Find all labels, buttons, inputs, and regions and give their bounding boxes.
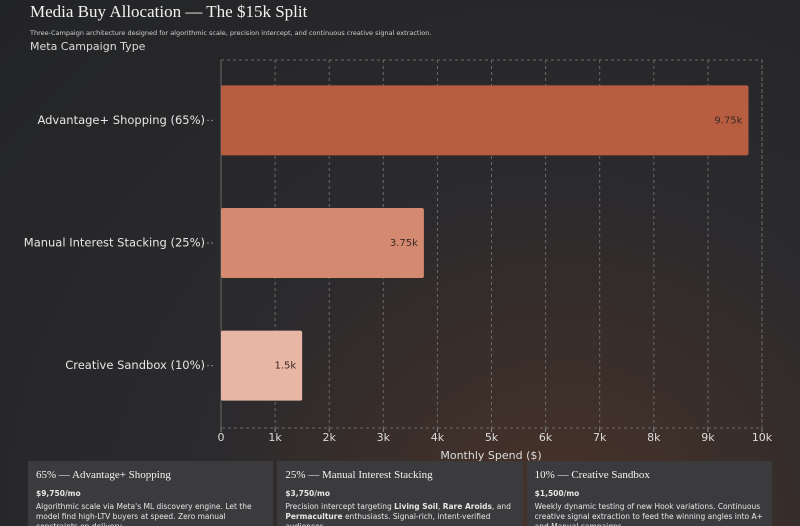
card-desc: Algorithmic scale via Meta's ML discover…: [36, 502, 265, 526]
bar: [221, 85, 749, 156]
text-run: Weekly dynamic testing of new Hook varia…: [534, 501, 763, 526]
text-run: Precision intercept targeting: [285, 501, 395, 511]
card: 10% — Creative Sandbox $1,500/mo Weekly dy…: [526, 461, 772, 526]
text-run: enthusiasts. Signal-rich, intent-verifie…: [285, 512, 491, 526]
value-label: 9.75k: [714, 115, 742, 126]
x-tick-label: 7k: [593, 431, 607, 444]
card-price: $9,750/mo: [36, 488, 81, 498]
cards: 65% — Advantage+ Shopping $9,750/mo Algori…: [28, 461, 772, 526]
x-tick-label: 1k: [268, 431, 282, 444]
y-axis-title: Meta Campaign Type: [30, 40, 146, 53]
x-tick-label: 9k: [701, 431, 715, 444]
text-run: Living Soil: [394, 501, 438, 511]
x-axis-title: Monthly Spend ($): [440, 449, 541, 461]
x-tick-label: 10k: [752, 431, 773, 444]
y-tick-label: Advantage+ Shopping (65%): [37, 113, 205, 127]
card-title: 65% — Advantage+ Shopping: [36, 469, 171, 481]
card-price: $1,500/mo: [534, 488, 580, 498]
x-tick-label: 6k: [539, 431, 553, 444]
card-title: 25% — Manual Interest Stacking: [285, 469, 433, 481]
text-run: ,: [437, 501, 443, 511]
card-price: $3,750/mo: [285, 488, 330, 498]
bar: [221, 330, 303, 401]
card-title: 10% — Creative Sandbox: [534, 469, 650, 481]
card-desc: Weekly dynamic testing of new Hook varia…: [535, 502, 764, 526]
y-tick-label: Creative Sandbox (10%): [65, 358, 205, 372]
chart-subtitle: Three-Campaign architecture designed for…: [29, 29, 431, 37]
card-desc: Precision intercept targeting Living Soi…: [285, 502, 514, 526]
x-tick-label: 8k: [647, 431, 661, 444]
chart-title: Media Buy Allocation — The $15k Split: [30, 2, 308, 21]
value-label: 3.75k: [390, 238, 418, 249]
x-tick-label: 4k: [431, 431, 445, 444]
text-run: Algorithmic scale via Meta's ML discover…: [36, 501, 252, 526]
value-label: 1.5k: [274, 361, 296, 372]
x-tick-label: 0: [218, 431, 225, 444]
x-tick-label: 2k: [323, 431, 337, 444]
text-run: Permaculture: [285, 512, 343, 522]
chart: Media Buy Allocation — The $15k Split Th…: [24, 2, 773, 461]
card: 25% — Manual Interest Stacking $3,750/mo P…: [277, 461, 523, 526]
x-tick-label: 3k: [377, 431, 391, 444]
text-run: , and: [492, 501, 511, 511]
bar: [221, 208, 424, 278]
text-run: Rare Aroids: [442, 501, 493, 511]
x-tick-label: 5k: [485, 431, 499, 444]
y-tick-label: Manual Interest Stacking (25%): [24, 236, 205, 250]
card: 65% — Advantage+ Shopping $9,750/mo Algori…: [28, 461, 274, 526]
